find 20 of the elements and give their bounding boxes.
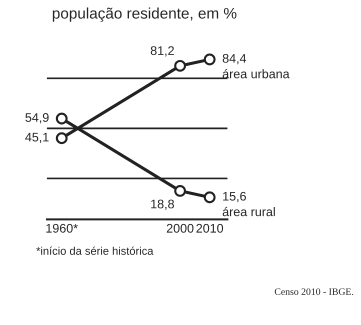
data-label: 81,2 bbox=[150, 46, 174, 57]
data-label: 18,8 bbox=[151, 200, 174, 210]
point bbox=[204, 191, 216, 204]
point bbox=[174, 60, 186, 72]
chart-title: população residente, em % bbox=[52, 7, 236, 22]
data-label: 54,9 bbox=[25, 113, 49, 124]
text: *início da série histórica bbox=[36, 246, 154, 255]
series-label: área rural bbox=[222, 206, 275, 216]
series-label: área urbana bbox=[222, 69, 290, 78]
point bbox=[174, 184, 186, 197]
point bbox=[204, 54, 216, 66]
point bbox=[56, 112, 68, 124]
x-tick-label: 2000 bbox=[166, 224, 194, 233]
data-label: 45,1 bbox=[25, 132, 49, 144]
data-label: 84,4 bbox=[222, 54, 246, 64]
data-label: 15,6 bbox=[223, 192, 246, 202]
x-tick-label: 1960* bbox=[46, 224, 78, 233]
text: Censo 2010 - IBGE. bbox=[274, 288, 354, 295]
x-tick-label: 2010 bbox=[196, 224, 224, 233]
point bbox=[56, 132, 68, 144]
